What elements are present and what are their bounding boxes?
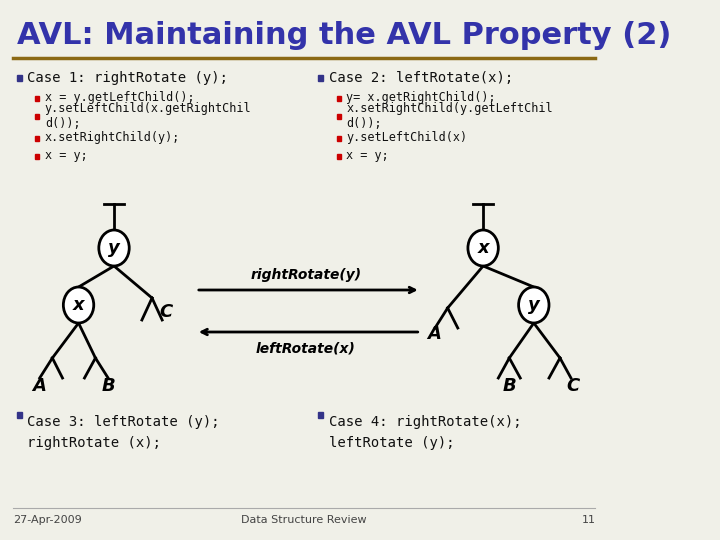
Text: leftRotate(x): leftRotate(x) [256,342,356,356]
Text: AVL: Maintaining the AVL Property (2): AVL: Maintaining the AVL Property (2) [17,21,671,50]
Bar [336,113,341,118]
Text: Case 4: rightRotate(x);
leftRotate (y);: Case 4: rightRotate(x); leftRotate (y); [328,415,521,450]
Circle shape [468,230,498,266]
Text: x: x [477,239,489,257]
Bar [336,136,341,140]
Text: B: B [102,377,115,395]
Bar [17,75,22,81]
Text: x.setRightChild(y);: x.setRightChild(y); [45,132,180,145]
Circle shape [518,287,549,323]
Text: rightRotate(y): rightRotate(y) [250,268,361,282]
Text: A: A [427,325,441,343]
Text: 11: 11 [582,515,595,525]
Bar [17,412,22,418]
Bar [318,412,323,418]
Text: Case 3: leftRotate (y);
rightRotate (x);: Case 3: leftRotate (y); rightRotate (x); [27,415,220,450]
Text: Case 1: rightRotate (y);: Case 1: rightRotate (y); [27,71,228,85]
Text: x = y;: x = y; [45,150,88,163]
Text: y.setLeftChild(x): y.setLeftChild(x) [346,132,467,145]
Text: x = y;: x = y; [346,150,389,163]
Text: x.setRightChild(y.getLeftChil
d());: x.setRightChild(y.getLeftChil d()); [346,102,553,130]
Bar [336,153,341,159]
Text: B: B [503,377,516,395]
Text: A: A [32,377,46,395]
Bar [35,96,40,100]
Text: x = y.getLeftChild();: x = y.getLeftChild(); [45,91,194,105]
Text: y: y [108,239,120,257]
Text: Data Structure Review: Data Structure Review [241,515,367,525]
Text: y.setLeftChild(x.getRightChil
d());: y.setLeftChild(x.getRightChil d()); [45,102,251,130]
Bar [336,96,341,100]
Circle shape [99,230,129,266]
Text: C: C [159,303,172,321]
Text: C: C [566,377,580,395]
Bar [35,113,40,118]
Text: x: x [73,296,84,314]
Bar [35,153,40,159]
Text: Case 2: leftRotate(x);: Case 2: leftRotate(x); [328,71,513,85]
Text: 27-Apr-2009: 27-Apr-2009 [13,515,81,525]
Bar [318,75,323,81]
Text: y: y [528,296,540,314]
Bar [35,136,40,140]
Circle shape [63,287,94,323]
Text: y= x.getRightChild();: y= x.getRightChild(); [346,91,496,105]
